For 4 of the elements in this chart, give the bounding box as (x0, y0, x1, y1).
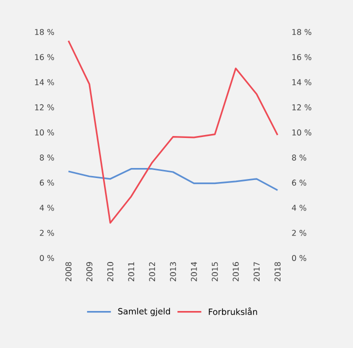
legend-label: Forbrukslån (208, 307, 258, 315)
line-series (68, 40, 278, 224)
legend-label: Samlet gjeld (118, 308, 170, 316)
line-series (68, 168, 278, 191)
